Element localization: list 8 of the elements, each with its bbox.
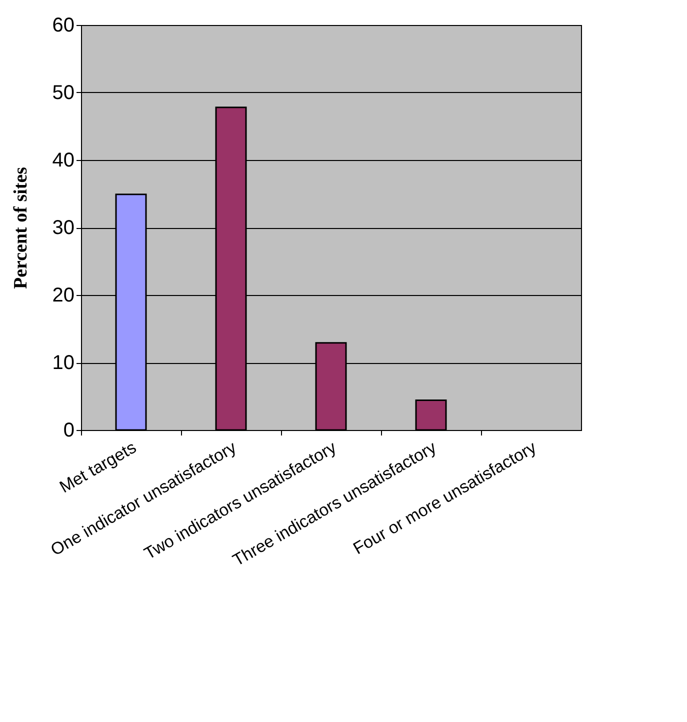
y-tick-label: 50 (52, 82, 74, 104)
y-tick-label: 0 (63, 420, 74, 442)
y-tick-label: 60 (52, 14, 74, 36)
y-axis-title: Percent of sites (10, 166, 32, 290)
y-tick-label: 20 (52, 284, 74, 306)
y-tick-label: 10 (52, 352, 74, 374)
y-tick-label: 40 (52, 150, 74, 172)
y-tick-label: 30 (52, 217, 74, 239)
